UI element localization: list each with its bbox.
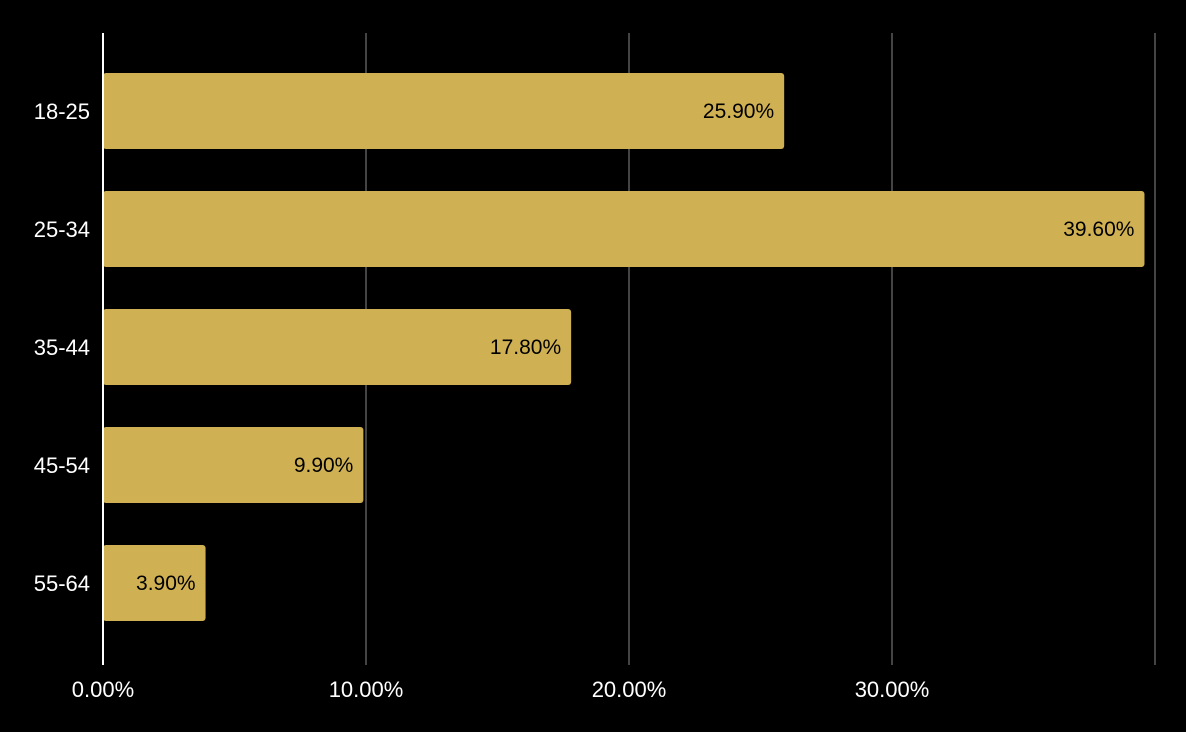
x-tick-label: 0.00% <box>72 677 134 702</box>
bar-55-64[interactable] <box>103 545 206 621</box>
bar-35-44[interactable] <box>103 309 572 385</box>
data-labels: 25.90% 39.60% 17.80% 9.90% 3.90% <box>136 100 1134 595</box>
x-tick-label: 20.00% <box>592 677 667 702</box>
category-label: 35-44 <box>34 335 90 360</box>
data-label: 25.90% <box>703 100 774 123</box>
x-tick-label: 10.00% <box>329 677 404 702</box>
y-axis-category-labels: 18-25 25-34 35-44 45-54 55-64 <box>34 99 90 596</box>
bars <box>103 73 1145 621</box>
data-label: 3.90% <box>136 572 196 595</box>
category-label: 25-34 <box>34 217 90 242</box>
bar-45-54[interactable] <box>103 427 364 503</box>
data-label: 9.90% <box>294 454 354 477</box>
bar-25-34[interactable] <box>103 191 1145 267</box>
category-label: 18-25 <box>34 99 90 124</box>
bar-18-25[interactable] <box>103 73 785 149</box>
x-tick-label: 30.00% <box>855 677 930 702</box>
category-label: 55-64 <box>34 571 90 596</box>
data-label: 39.60% <box>1063 218 1134 241</box>
x-axis-tick-labels: 0.00% 10.00% 20.00% 30.00% <box>72 677 930 702</box>
data-label: 17.80% <box>490 336 561 359</box>
category-label: 45-54 <box>34 453 90 478</box>
